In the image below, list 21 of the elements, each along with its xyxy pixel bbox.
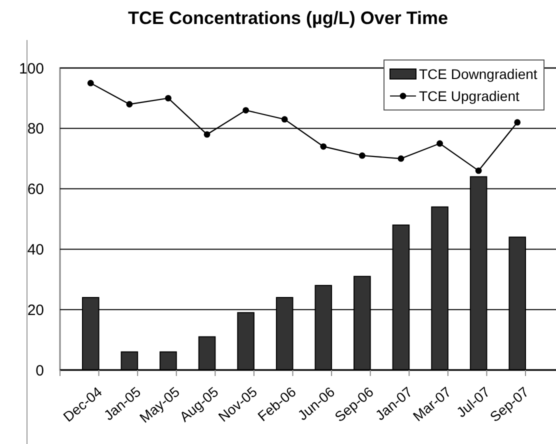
y-tick-label: 20 — [27, 302, 44, 319]
point — [475, 167, 482, 174]
point — [320, 143, 327, 150]
point — [126, 101, 133, 108]
y-tick-label: 0 — [36, 362, 44, 380]
point — [398, 155, 404, 162]
point — [242, 107, 250, 114]
point — [165, 95, 172, 102]
y-tick-label: 80 — [27, 120, 44, 138]
legend-label: TCE Upgradient — [419, 88, 520, 104]
legend-label: TCE Downgradient — [419, 66, 538, 82]
point — [436, 140, 443, 147]
y-tick-label: 40 — [27, 241, 44, 258]
point — [281, 116, 288, 123]
point — [204, 131, 210, 138]
y-tick-label: 60 — [27, 181, 44, 198]
y-tick-label: 100 — [18, 60, 44, 78]
chart-title: TCE Concentrations (µg/L) Over Time — [128, 8, 448, 28]
point — [358, 152, 366, 159]
point — [87, 80, 94, 86]
point — [514, 119, 521, 126]
